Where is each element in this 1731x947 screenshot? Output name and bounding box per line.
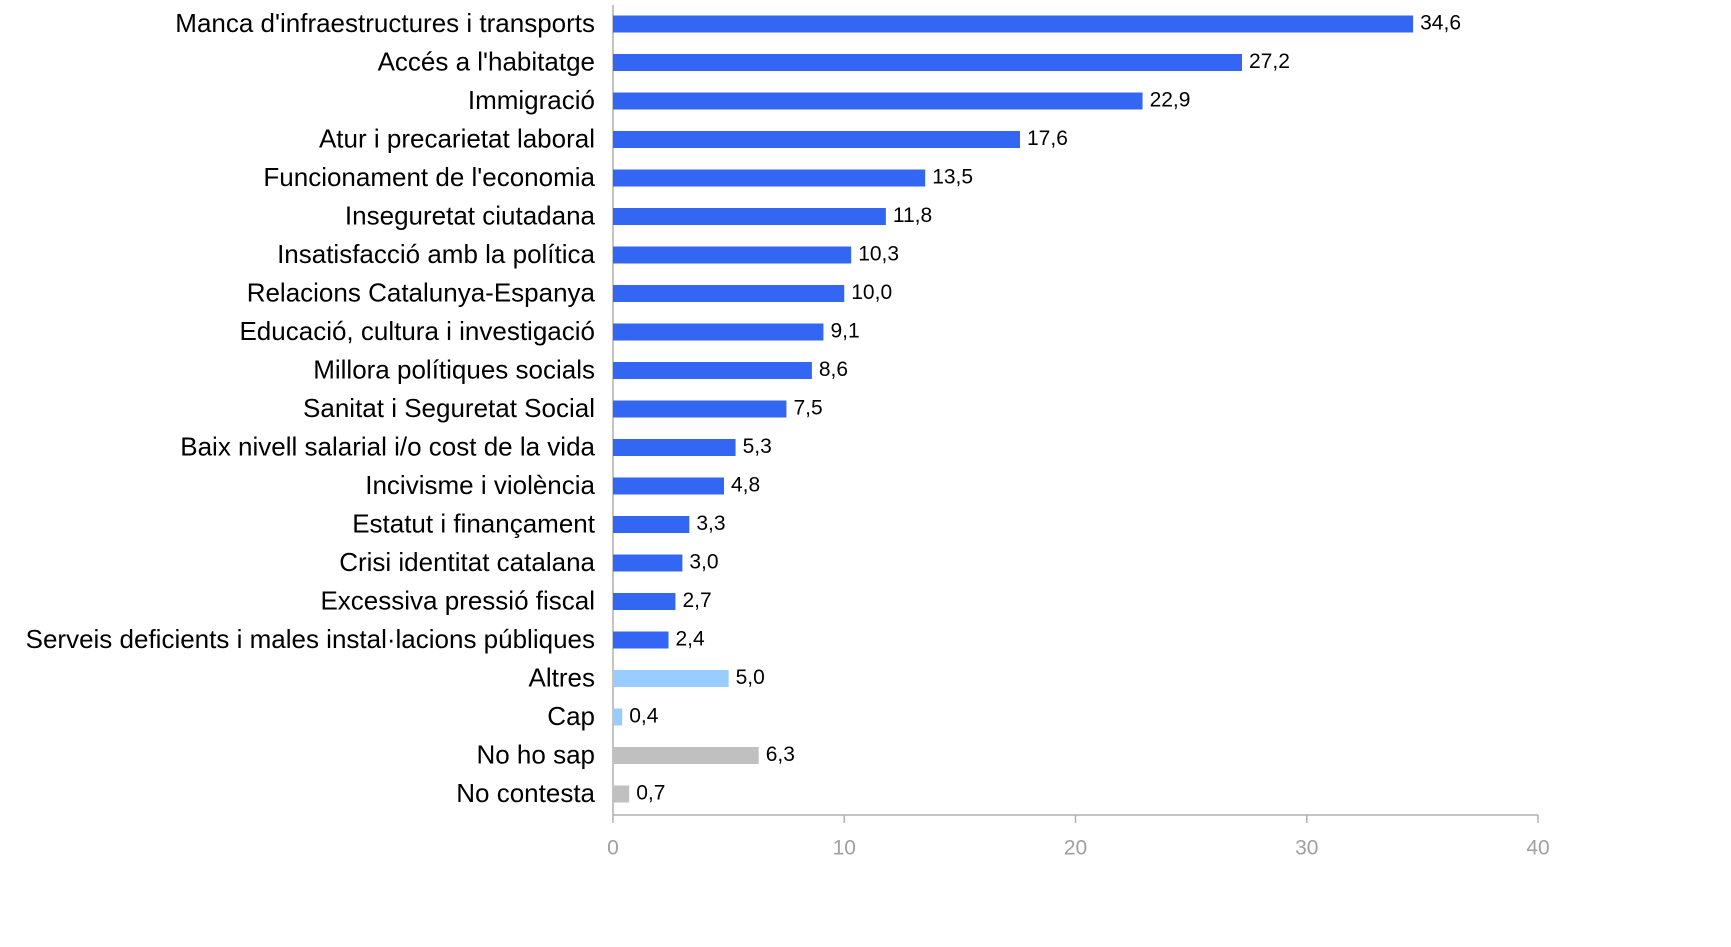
x-tick-label: 30: [1295, 837, 1318, 860]
x-tick-label: 10: [833, 837, 856, 860]
bar: [613, 285, 845, 302]
value-label: 5,0: [736, 666, 765, 689]
value-label: 9,1: [830, 320, 859, 343]
category-label: Inseguretat ciutadana: [345, 200, 596, 230]
category-label: Estatut i finançament: [352, 508, 596, 538]
value-label: 11,8: [893, 204, 932, 227]
bar: [613, 785, 630, 803]
bar: [613, 246, 852, 264]
value-label: 17,6: [1027, 127, 1068, 150]
bar: [613, 439, 736, 456]
category-label: Incivisme i violència: [365, 470, 595, 500]
value-label: 3,3: [696, 512, 725, 535]
bar: [613, 631, 669, 649]
bar: [613, 400, 787, 418]
bar: [613, 208, 886, 225]
value-label: 0,7: [636, 782, 665, 805]
bar: [613, 54, 1242, 71]
value-label: 10,3: [858, 243, 899, 266]
category-label: Serveis deficients i males instal·lacion…: [26, 624, 595, 654]
category-label: Manca d'infraestructures i transports: [175, 8, 595, 38]
category-label: No contesta: [456, 778, 595, 808]
value-label: 34,6: [1420, 12, 1461, 35]
category-label: Millora polítiques socials: [313, 354, 595, 384]
category-label: Altres: [529, 662, 595, 692]
category-label: No ho sap: [476, 739, 595, 769]
value-label: 6,3: [766, 743, 795, 766]
bar: [613, 477, 724, 495]
bar: [613, 362, 812, 379]
value-label: 2,4: [676, 628, 706, 651]
bar: [613, 323, 824, 341]
bar: [613, 15, 1414, 33]
category-label: Baix nivell salarial i/o cost de la vida: [180, 431, 595, 461]
category-label: Educació, cultura i investigació: [239, 316, 595, 346]
value-label: 4,8: [731, 474, 760, 497]
category-label: Funcionament de l'economia: [263, 162, 595, 192]
bar: [613, 554, 683, 572]
value-label: 3,0: [689, 551, 718, 574]
bar: [613, 670, 729, 687]
value-label: 7,5: [793, 397, 822, 420]
category-label: Accés a l'habitatge: [378, 46, 595, 76]
bar: [613, 92, 1143, 110]
category-label: Cap: [547, 701, 595, 731]
category-label: Immigració: [468, 85, 595, 115]
value-label: 27,2: [1249, 50, 1290, 73]
value-label: 2,7: [682, 589, 711, 612]
category-label: Crisi identitat catalana: [339, 547, 595, 577]
bar: [613, 747, 759, 764]
value-label: 22,9: [1150, 89, 1191, 112]
value-label: 0,4: [629, 705, 659, 728]
category-label: Excessiva pressió fiscal: [320, 585, 595, 615]
value-label: 10,0: [851, 281, 892, 304]
value-label: 13,5: [932, 166, 973, 189]
bar: [613, 593, 676, 610]
x-tick-label: 40: [1526, 837, 1549, 860]
category-label: Insatisfacció amb la política: [277, 239, 595, 269]
value-label: 5,3: [743, 435, 772, 458]
category-label: Atur i precarietat laboral: [319, 123, 595, 153]
category-label: Relacions Catalunya-Espanya: [247, 277, 596, 307]
value-label: 8,6: [819, 358, 848, 381]
bar: [613, 169, 926, 187]
x-tick-label: 0: [607, 837, 619, 860]
bar: [613, 131, 1020, 148]
x-tick-label: 20: [1064, 837, 1087, 860]
bar: [613, 708, 623, 726]
category-label: Sanitat i Seguretat Social: [303, 393, 595, 423]
bar: [613, 516, 690, 533]
